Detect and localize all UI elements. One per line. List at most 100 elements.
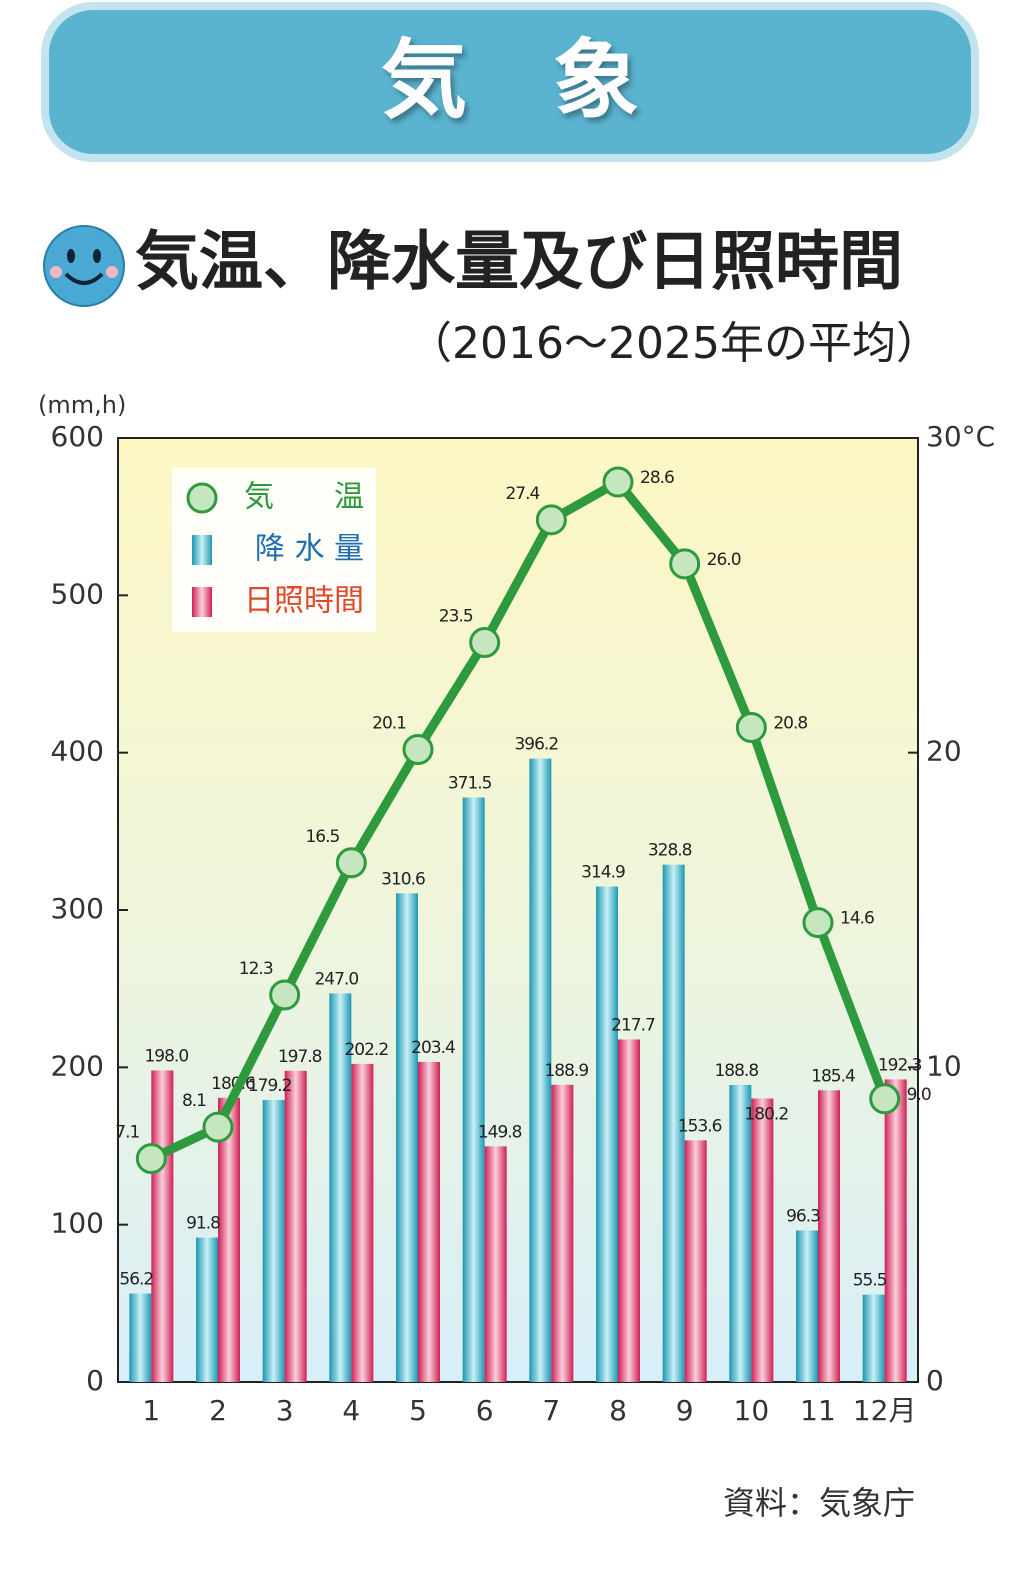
bar bbox=[551, 1084, 574, 1382]
bar-value-label: 396.2 bbox=[514, 735, 558, 755]
bar-value-label: 198.0 bbox=[144, 1046, 188, 1066]
bar bbox=[529, 758, 552, 1382]
bar bbox=[862, 1294, 885, 1382]
temperature-label: 9.0 bbox=[907, 1085, 931, 1105]
bar bbox=[462, 797, 485, 1382]
x-tick-label: 11 bbox=[800, 1394, 836, 1427]
x-tick-label: 1 bbox=[142, 1394, 160, 1427]
temperature-label: 28.6 bbox=[640, 468, 674, 488]
bar-value-label: 179.2 bbox=[248, 1076, 292, 1096]
legend-marker bbox=[192, 587, 212, 617]
bar-value-label: 197.8 bbox=[278, 1047, 322, 1067]
bar-value-label: 153.6 bbox=[678, 1116, 722, 1136]
bar-value-label: 192.3 bbox=[878, 1055, 922, 1075]
bar bbox=[396, 893, 418, 1382]
temperature-line bbox=[149, 477, 889, 1163]
bar-value-label: 371.5 bbox=[448, 774, 492, 794]
bar-value-label: 96.3 bbox=[786, 1206, 820, 1226]
y-tick-label: 100 bbox=[51, 1207, 104, 1240]
source: 資料：気象庁 bbox=[723, 1484, 915, 1522]
bar-value-label: 185.4 bbox=[811, 1066, 855, 1086]
smiley-icon bbox=[43, 225, 125, 307]
temperature-marker bbox=[135, 1143, 167, 1175]
temperature-marker bbox=[269, 979, 301, 1011]
y2-tick-label: 20 bbox=[926, 735, 962, 768]
x-tick-label: 6 bbox=[476, 1394, 494, 1427]
temperature-marker bbox=[735, 711, 767, 743]
bar bbox=[684, 1140, 707, 1382]
x-tick-label: 2 bbox=[209, 1394, 227, 1427]
bar-value-label: 310.6 bbox=[381, 869, 425, 889]
bar bbox=[662, 864, 685, 1382]
bar bbox=[618, 1039, 640, 1382]
legend-label: 日照時間 bbox=[244, 584, 364, 619]
bar bbox=[484, 1146, 507, 1382]
bar-value-label: 188.8 bbox=[714, 1061, 758, 1081]
bar-value-label: 188.9 bbox=[544, 1061, 588, 1081]
bar-value-label: 91.8 bbox=[186, 1214, 220, 1234]
bar-value-label: 247.0 bbox=[314, 969, 358, 989]
bar bbox=[796, 1230, 818, 1382]
x-tick-label: 8 bbox=[609, 1394, 627, 1427]
temperature-marker bbox=[802, 907, 834, 939]
bar bbox=[151, 1070, 174, 1382]
legend-label: 降 水 量 bbox=[255, 532, 364, 567]
banner-box bbox=[41, 2, 979, 162]
chart-title: 気温、降水量及び日照時間 bbox=[135, 226, 903, 300]
temperature-label: 20.1 bbox=[372, 714, 406, 734]
x-tick-label: 10 bbox=[734, 1394, 770, 1427]
temperature-label: 14.6 bbox=[840, 909, 874, 929]
bar bbox=[418, 1061, 440, 1382]
temperature-marker bbox=[535, 504, 567, 536]
y-axis-label: (mm,h) bbox=[38, 391, 126, 419]
y2-tick-label: 30°C bbox=[926, 420, 995, 453]
bar bbox=[884, 1079, 907, 1382]
temperature-label: 7.1 bbox=[115, 1123, 139, 1143]
bar bbox=[129, 1293, 152, 1382]
bar bbox=[596, 886, 618, 1382]
bar bbox=[196, 1237, 218, 1382]
bar-value-label: 180.2 bbox=[744, 1104, 788, 1124]
bar bbox=[729, 1084, 752, 1382]
bar bbox=[351, 1063, 374, 1382]
bar-value-label: 149.8 bbox=[478, 1122, 522, 1142]
bar bbox=[751, 1098, 774, 1382]
temperature-marker bbox=[469, 627, 501, 659]
bar-value-label: 217.7 bbox=[611, 1015, 655, 1035]
bar bbox=[262, 1100, 285, 1382]
x-tick-label: 3 bbox=[276, 1394, 294, 1427]
y-tick-label: 0 bbox=[86, 1364, 104, 1397]
bar bbox=[818, 1090, 840, 1382]
temperature-label: 16.5 bbox=[305, 827, 339, 847]
x-tick-label: 12月 bbox=[853, 1394, 917, 1427]
temperature-marker bbox=[869, 1083, 901, 1115]
y-tick-label: 500 bbox=[51, 577, 104, 610]
temperature-marker bbox=[669, 548, 701, 580]
x-tick-label: 9 bbox=[676, 1394, 694, 1427]
banner-title: 気 象 bbox=[381, 30, 639, 130]
temperature-marker bbox=[335, 847, 367, 879]
legend-label: 気 温 bbox=[244, 480, 364, 515]
y-tick-label: 300 bbox=[51, 892, 104, 925]
bar-value-label: 55.5 bbox=[853, 1271, 887, 1291]
bar-value-label: 202.2 bbox=[344, 1040, 388, 1060]
temperature-label: 27.4 bbox=[505, 484, 539, 504]
temperature-label: 23.5 bbox=[439, 607, 473, 627]
chart-subtitle: （2016～2025年の平均） bbox=[408, 318, 940, 369]
temperature-label: 26.0 bbox=[707, 550, 741, 570]
temperature-marker bbox=[202, 1111, 234, 1143]
bar-value-label: 328.8 bbox=[648, 841, 692, 861]
x-tick-label: 4 bbox=[342, 1394, 360, 1427]
temperature-label: 12.3 bbox=[239, 959, 273, 979]
bar bbox=[218, 1097, 240, 1382]
bar-value-label: 314.9 bbox=[581, 863, 625, 883]
legend-marker bbox=[186, 482, 218, 514]
temperature-label: 20.8 bbox=[773, 713, 807, 733]
y2-tick-label: 0 bbox=[926, 1364, 944, 1397]
temperature-marker bbox=[402, 734, 434, 766]
bar-value-label: 56.2 bbox=[119, 1270, 153, 1290]
y-tick-label: 400 bbox=[51, 735, 104, 768]
legend-marker bbox=[192, 535, 212, 565]
